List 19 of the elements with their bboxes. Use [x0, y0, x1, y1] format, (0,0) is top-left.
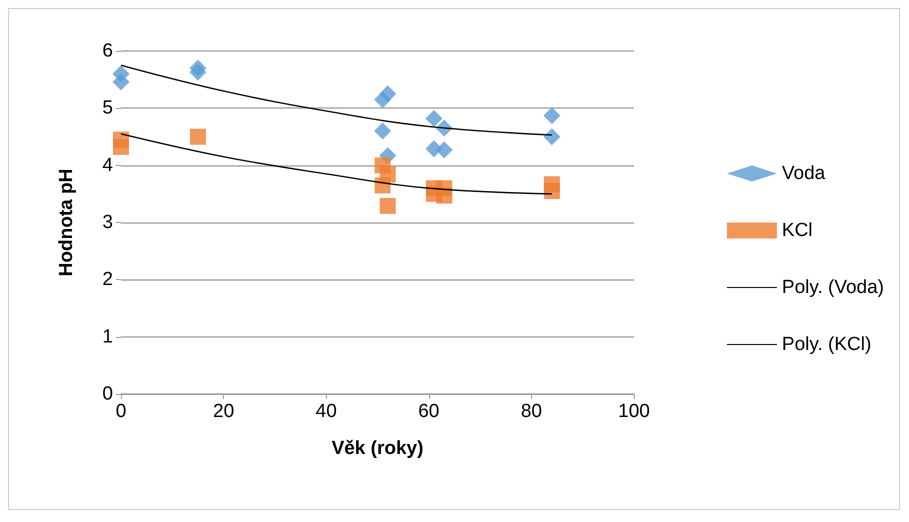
y-tick-label: 1 [102, 326, 113, 348]
legend-label: Poly. (Voda) [782, 277, 884, 298]
legend-label: Poly. (KCl) [782, 334, 872, 355]
y-tick-label: 0 [102, 384, 113, 404]
x-tick-label: 40 [316, 401, 337, 422]
x-axis-title: Věk (roky) [332, 438, 424, 459]
y-tick-label: 3 [102, 212, 113, 233]
legend-label: Voda [782, 163, 826, 184]
x-tick-label: 60 [418, 401, 440, 422]
legend-label: KCl [782, 220, 813, 241]
x-tick-label: 0 [116, 401, 126, 422]
x-tick-label: 20 [213, 401, 234, 422]
x-tick-label: 100 [618, 401, 650, 422]
y-tick-label: 5 [102, 98, 113, 119]
y-tick-label: 2 [102, 269, 113, 290]
y-tick-label: 6 [102, 40, 113, 62]
y-axis-title: Hodnota pH [56, 168, 77, 276]
x-tick-label: 80 [520, 401, 542, 422]
y-tick-label: 4 [102, 154, 114, 176]
